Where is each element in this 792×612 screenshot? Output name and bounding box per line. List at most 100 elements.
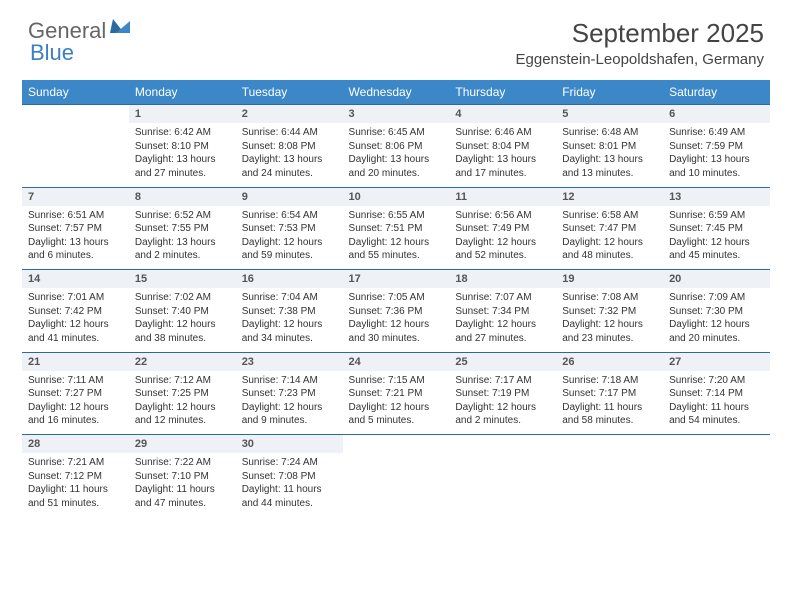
daylight-line: Daylight: 12 hours and 16 minutes. bbox=[28, 401, 123, 428]
day-number-cell bbox=[22, 105, 129, 124]
daylight-line: Daylight: 13 hours and 2 minutes. bbox=[135, 236, 230, 263]
day-number-cell: 11 bbox=[449, 187, 556, 206]
day-content-cell: Sunrise: 7:07 AMSunset: 7:34 PMDaylight:… bbox=[449, 288, 556, 352]
sunrise-line: Sunrise: 6:51 AM bbox=[28, 209, 123, 223]
day-number-cell: 18 bbox=[449, 270, 556, 289]
sunrise-line: Sunrise: 6:54 AM bbox=[242, 209, 337, 223]
weekday-header: Saturday bbox=[663, 80, 770, 105]
sunset-line: Sunset: 7:14 PM bbox=[669, 387, 764, 401]
day-number-cell: 10 bbox=[343, 187, 450, 206]
sunrise-line: Sunrise: 7:24 AM bbox=[242, 456, 337, 470]
sunset-line: Sunset: 7:32 PM bbox=[562, 305, 657, 319]
sunrise-line: Sunrise: 6:46 AM bbox=[455, 126, 550, 140]
day-content-cell: Sunrise: 6:42 AMSunset: 8:10 PMDaylight:… bbox=[129, 123, 236, 187]
day-number-cell: 4 bbox=[449, 105, 556, 124]
day-number-cell: 3 bbox=[343, 105, 450, 124]
logo-word-blue: Blue bbox=[30, 40, 74, 66]
day-content-row: Sunrise: 7:21 AMSunset: 7:12 PMDaylight:… bbox=[22, 453, 770, 517]
day-number-row: 14151617181920 bbox=[22, 270, 770, 289]
daylight-line: Daylight: 13 hours and 17 minutes. bbox=[455, 153, 550, 180]
sunrise-line: Sunrise: 6:56 AM bbox=[455, 209, 550, 223]
sunrise-line: Sunrise: 7:21 AM bbox=[28, 456, 123, 470]
daylight-line: Daylight: 13 hours and 24 minutes. bbox=[242, 153, 337, 180]
day-content-cell: Sunrise: 6:51 AMSunset: 7:57 PMDaylight:… bbox=[22, 206, 129, 270]
daylight-line: Daylight: 12 hours and 5 minutes. bbox=[349, 401, 444, 428]
sunset-line: Sunset: 7:19 PM bbox=[455, 387, 550, 401]
sunrise-line: Sunrise: 6:48 AM bbox=[562, 126, 657, 140]
day-content-row: Sunrise: 7:11 AMSunset: 7:27 PMDaylight:… bbox=[22, 371, 770, 435]
weekday-header: Friday bbox=[556, 80, 663, 105]
day-content-cell: Sunrise: 7:21 AMSunset: 7:12 PMDaylight:… bbox=[22, 453, 129, 517]
day-number-cell: 23 bbox=[236, 352, 343, 371]
sunrise-line: Sunrise: 6:45 AM bbox=[349, 126, 444, 140]
sunrise-line: Sunrise: 7:08 AM bbox=[562, 291, 657, 305]
day-content-cell: Sunrise: 7:12 AMSunset: 7:25 PMDaylight:… bbox=[129, 371, 236, 435]
sunrise-line: Sunrise: 7:15 AM bbox=[349, 374, 444, 388]
daylight-line: Daylight: 12 hours and 52 minutes. bbox=[455, 236, 550, 263]
sunrise-line: Sunrise: 7:11 AM bbox=[28, 374, 123, 388]
day-number-cell: 16 bbox=[236, 270, 343, 289]
sunrise-line: Sunrise: 6:42 AM bbox=[135, 126, 230, 140]
sunset-line: Sunset: 7:38 PM bbox=[242, 305, 337, 319]
day-number-cell: 7 bbox=[22, 187, 129, 206]
day-number-cell: 8 bbox=[129, 187, 236, 206]
daylight-line: Daylight: 12 hours and 30 minutes. bbox=[349, 318, 444, 345]
day-number-cell: 17 bbox=[343, 270, 450, 289]
daylight-line: Daylight: 13 hours and 13 minutes. bbox=[562, 153, 657, 180]
sunrise-line: Sunrise: 6:52 AM bbox=[135, 209, 230, 223]
day-number-cell: 14 bbox=[22, 270, 129, 289]
daylight-line: Daylight: 12 hours and 59 minutes. bbox=[242, 236, 337, 263]
day-content-cell: Sunrise: 6:56 AMSunset: 7:49 PMDaylight:… bbox=[449, 206, 556, 270]
sunset-line: Sunset: 7:10 PM bbox=[135, 470, 230, 484]
sunrise-line: Sunrise: 7:18 AM bbox=[562, 374, 657, 388]
sunrise-line: Sunrise: 6:49 AM bbox=[669, 126, 764, 140]
sunrise-line: Sunrise: 7:14 AM bbox=[242, 374, 337, 388]
day-content-cell: Sunrise: 7:08 AMSunset: 7:32 PMDaylight:… bbox=[556, 288, 663, 352]
sunrise-line: Sunrise: 7:05 AM bbox=[349, 291, 444, 305]
sunset-line: Sunset: 7:51 PM bbox=[349, 222, 444, 236]
day-content-cell: Sunrise: 7:11 AMSunset: 7:27 PMDaylight:… bbox=[22, 371, 129, 435]
day-content-cell: Sunrise: 6:54 AMSunset: 7:53 PMDaylight:… bbox=[236, 206, 343, 270]
day-content-cell: Sunrise: 7:09 AMSunset: 7:30 PMDaylight:… bbox=[663, 288, 770, 352]
day-content-cell: Sunrise: 6:59 AMSunset: 7:45 PMDaylight:… bbox=[663, 206, 770, 270]
daylight-line: Daylight: 12 hours and 41 minutes. bbox=[28, 318, 123, 345]
weekday-header: Sunday bbox=[22, 80, 129, 105]
day-content-cell: Sunrise: 6:45 AMSunset: 8:06 PMDaylight:… bbox=[343, 123, 450, 187]
day-content-cell: Sunrise: 6:48 AMSunset: 8:01 PMDaylight:… bbox=[556, 123, 663, 187]
sunrise-line: Sunrise: 6:55 AM bbox=[349, 209, 444, 223]
sunrise-line: Sunrise: 7:12 AM bbox=[135, 374, 230, 388]
daylight-line: Daylight: 12 hours and 38 minutes. bbox=[135, 318, 230, 345]
day-content-cell bbox=[663, 453, 770, 517]
sunset-line: Sunset: 7:08 PM bbox=[242, 470, 337, 484]
daylight-line: Daylight: 11 hours and 54 minutes. bbox=[669, 401, 764, 428]
daylight-line: Daylight: 12 hours and 45 minutes. bbox=[669, 236, 764, 263]
sunset-line: Sunset: 7:55 PM bbox=[135, 222, 230, 236]
location: Eggenstein-Leopoldshafen, Germany bbox=[516, 51, 765, 68]
sunrise-line: Sunrise: 7:22 AM bbox=[135, 456, 230, 470]
day-number-cell bbox=[556, 435, 663, 454]
day-number-cell: 22 bbox=[129, 352, 236, 371]
day-number-cell: 19 bbox=[556, 270, 663, 289]
day-content-cell: Sunrise: 7:01 AMSunset: 7:42 PMDaylight:… bbox=[22, 288, 129, 352]
sunrise-line: Sunrise: 6:59 AM bbox=[669, 209, 764, 223]
sunrise-line: Sunrise: 7:04 AM bbox=[242, 291, 337, 305]
day-content-cell: Sunrise: 6:52 AMSunset: 7:55 PMDaylight:… bbox=[129, 206, 236, 270]
day-number-cell: 27 bbox=[663, 352, 770, 371]
day-content-cell: Sunrise: 6:44 AMSunset: 8:08 PMDaylight:… bbox=[236, 123, 343, 187]
day-number-cell: 30 bbox=[236, 435, 343, 454]
calendar-table: SundayMondayTuesdayWednesdayThursdayFrid… bbox=[22, 80, 770, 517]
sunset-line: Sunset: 7:30 PM bbox=[669, 305, 764, 319]
day-number-cell bbox=[449, 435, 556, 454]
day-content-cell bbox=[556, 453, 663, 517]
day-content-cell: Sunrise: 6:46 AMSunset: 8:04 PMDaylight:… bbox=[449, 123, 556, 187]
sunrise-line: Sunrise: 7:17 AM bbox=[455, 374, 550, 388]
weekday-header: Thursday bbox=[449, 80, 556, 105]
sunset-line: Sunset: 7:45 PM bbox=[669, 222, 764, 236]
day-number-row: 21222324252627 bbox=[22, 352, 770, 371]
weekday-header: Tuesday bbox=[236, 80, 343, 105]
day-number-cell: 5 bbox=[556, 105, 663, 124]
weekday-header-row: SundayMondayTuesdayWednesdayThursdayFrid… bbox=[22, 80, 770, 105]
daylight-line: Daylight: 12 hours and 27 minutes. bbox=[455, 318, 550, 345]
day-content-cell bbox=[343, 453, 450, 517]
daylight-line: Daylight: 13 hours and 20 minutes. bbox=[349, 153, 444, 180]
